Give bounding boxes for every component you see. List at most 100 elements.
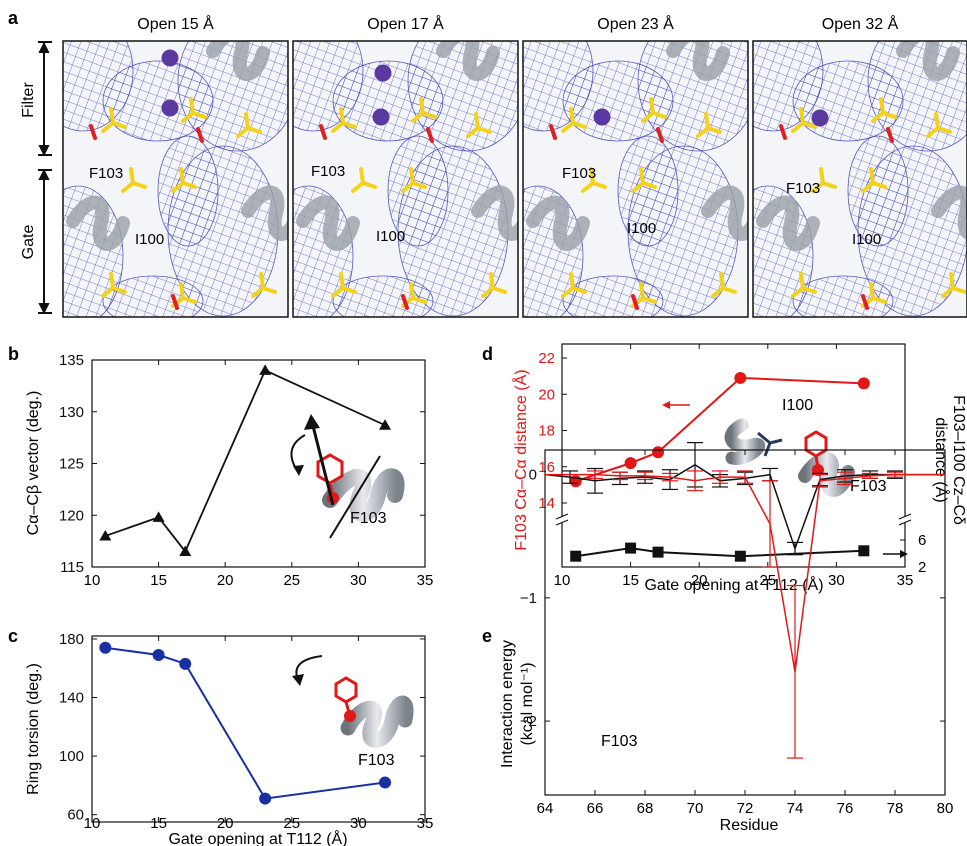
x-tick-label: 30	[350, 572, 367, 589]
image-title-4: Open 32 Å	[822, 14, 899, 33]
y-tick-label: 100	[59, 748, 84, 765]
ion-sphere	[161, 99, 179, 117]
sidechain	[696, 112, 722, 138]
panel-letter-b: b	[8, 344, 19, 364]
y-axis-label-b: Cα–Cβ vector (deg.)	[25, 391, 42, 536]
y-tick-label-right: 6	[918, 532, 926, 549]
structure-image-4	[753, 41, 967, 317]
x-tick-label: 35	[897, 572, 914, 589]
data-point-red	[734, 371, 747, 384]
series-line-red	[545, 473, 945, 672]
helix-backbone	[931, 185, 967, 240]
series-line-black	[575, 547, 864, 558]
filter-bracket	[38, 41, 52, 157]
residue-label-i100: I100	[135, 231, 164, 248]
helix-backbone	[756, 195, 820, 251]
plot-frame-d	[561, 343, 906, 568]
data-point	[99, 641, 112, 654]
data-point	[99, 529, 112, 541]
ion-sphere	[161, 49, 179, 67]
y-axis-label-c: Ring torsion (deg.)	[25, 663, 42, 795]
image-frame	[292, 40, 519, 318]
structure-image-2	[293, 41, 518, 317]
x-tick-label: 20	[217, 815, 234, 832]
plot-frame-c	[91, 635, 426, 823]
x-tick-label: 25	[283, 815, 300, 832]
image-title-3: Open 23 Å	[597, 14, 674, 33]
x-tick-label: 10	[554, 572, 571, 589]
y-tick-label: 22	[538, 350, 555, 367]
left-axis-arrow-icon	[662, 401, 690, 409]
curved-arrow-head-icon	[293, 465, 304, 476]
y-tick-label: 18	[538, 423, 555, 440]
x-tick-label: 10	[84, 815, 101, 832]
x-tick-label: 10	[84, 572, 101, 589]
sidechain	[811, 167, 837, 193]
sidechain	[171, 167, 197, 193]
y-tick-label: 16	[538, 459, 555, 476]
y-tick-label: 20	[538, 386, 555, 403]
annotation-e: F103	[601, 733, 638, 750]
sidechain	[791, 107, 817, 133]
residue-label-f103: F103	[562, 165, 596, 182]
y-tick-label: 135	[59, 352, 84, 369]
inset-b: F103	[290, 414, 405, 539]
helix-backbone	[66, 195, 130, 251]
y-tick-label-right: 2	[918, 559, 926, 576]
oxygen-atom	[886, 127, 894, 143]
sidechain	[331, 107, 357, 133]
oxygen-atom	[171, 294, 179, 310]
ion-sphere	[811, 109, 829, 127]
y-axis-label-left-d: F103 Cα–Cα distance (Å)	[511, 369, 530, 550]
x-tick-label: 78	[887, 800, 904, 817]
oxygen-atom	[89, 124, 97, 140]
y-tick-label: 120	[59, 507, 84, 524]
sidechain	[466, 112, 492, 138]
sidechain	[561, 107, 587, 133]
alpha-carbon-marker	[344, 710, 356, 722]
image-title-1: Open 15 Å	[137, 14, 214, 33]
x-tick-label: 74	[787, 800, 804, 817]
sidechain	[351, 167, 377, 193]
inset-d: I100 F103	[724, 397, 887, 497]
image-frame	[62, 40, 289, 318]
axis-break-left	[555, 513, 569, 526]
data-point	[379, 419, 392, 430]
panel-d: d F103 Cα–Cα distance (Å) F103–I100 Cz–C…	[482, 343, 967, 594]
data-point-black	[734, 550, 746, 562]
oxygen-atom	[319, 124, 327, 140]
helix-backbone	[241, 185, 288, 241]
y-tick-label: 140	[59, 690, 84, 707]
series-d	[569, 371, 870, 562]
curved-arrow-head-icon	[292, 674, 304, 686]
data-point-black	[570, 550, 582, 562]
y-tick-label: 180	[59, 631, 84, 648]
y-axis-label-right-d-line2: distance (Å)	[932, 417, 951, 502]
density-mesh	[157, 135, 219, 247]
sidechain	[631, 167, 657, 193]
sidechain	[561, 272, 587, 298]
density-mesh	[847, 135, 909, 247]
residue-label-i100: I100	[627, 220, 656, 237]
density-mesh	[617, 135, 679, 247]
oxygen-atom	[549, 124, 557, 140]
helix-backbone	[896, 41, 960, 81]
series-c	[99, 641, 392, 805]
helix-backbone	[296, 195, 360, 251]
series-e	[544, 442, 945, 759]
inset-label-c: F103	[358, 752, 395, 769]
vector-arrow	[310, 421, 335, 506]
axis-break-right	[898, 513, 912, 526]
x-tick-label: 15	[150, 572, 167, 589]
helix-ribbon-left	[724, 418, 766, 465]
oxygen-atom	[779, 124, 787, 140]
x-tick-label: 76	[837, 800, 854, 817]
helix-backbone	[701, 185, 748, 241]
oxygen-atom	[861, 294, 869, 310]
sidechain	[411, 97, 437, 123]
x-tick-label: 64	[537, 800, 554, 817]
x-tick-label: 68	[637, 800, 654, 817]
sidechain	[581, 167, 607, 193]
filter-region-label: Filter	[20, 82, 37, 118]
sidechain	[101, 107, 127, 133]
